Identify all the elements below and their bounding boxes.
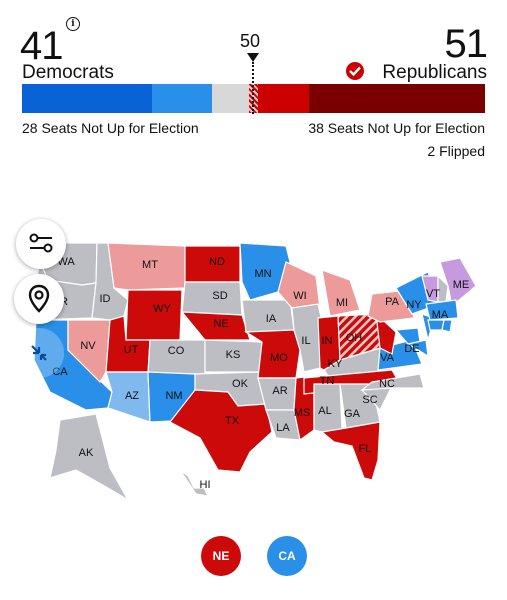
state-label-sd: SD [212, 290, 227, 302]
state-label-al: AL [318, 405, 331, 417]
state-label-hi: HI [200, 479, 211, 491]
state-label-de: DE [404, 343, 419, 355]
state-label-oh: OH [346, 332, 363, 344]
state-label-tn: TN [320, 375, 335, 387]
state-label-ky: KY [328, 358, 343, 370]
state-label-mi: MI [336, 297, 348, 309]
rep-count: 51 [444, 22, 488, 66]
state-tx[interactable] [169, 389, 273, 473]
state-label-wa: WA [57, 256, 75, 268]
us-senate-map: WA R CA NV ID MT WY UT CO AZ NM ND SD NE KS OK TX MN IA MO A… [31, 242, 477, 502]
state-label-me: ME [453, 279, 470, 291]
location-pin-icon [28, 284, 50, 313]
filter-icon [29, 233, 53, 253]
collapse-button[interactable] [14, 328, 64, 378]
state-ak[interactable] [49, 413, 130, 502]
state-nv[interactable] [67, 319, 111, 383]
dem-not-up-label: 28 Seats Not Up for Election [22, 120, 199, 136]
state-label-pa: PA [385, 296, 400, 308]
state-label-ma: MA [432, 309, 449, 321]
state-label-co: CO [168, 345, 185, 357]
state-ct[interactable] [427, 319, 445, 331]
state-label-nv: NV [80, 340, 96, 352]
state-label-or: R [60, 296, 68, 308]
majority-arrow-icon [247, 53, 259, 62]
state-nc[interactable] [360, 373, 425, 391]
state-label-mo: MO [270, 352, 288, 364]
state-label-ms: MS [294, 407, 311, 419]
state-label-ak: AK [79, 447, 94, 459]
state-label-nd: ND [209, 256, 225, 268]
state-label-vt: VT [426, 288, 440, 300]
state-label-ar: AR [272, 385, 287, 397]
collapse-arrows-icon [31, 345, 47, 361]
state-me[interactable] [439, 257, 477, 308]
state-label-ks: KS [226, 349, 241, 361]
seat-bar [22, 84, 486, 113]
state-de[interactable] [406, 339, 429, 358]
state-il[interactable] [291, 303, 325, 373]
majority-line [252, 62, 254, 114]
state-label-mt: MT [142, 259, 158, 271]
seat-bar-rep-won [258, 84, 310, 113]
state-hi[interactable] [179, 469, 210, 497]
filter-button[interactable] [16, 219, 66, 269]
rep-label: Republicans [382, 62, 487, 83]
state-label-az: AZ [125, 390, 139, 402]
state-label-in: IN [322, 335, 333, 347]
state-label-il: IL [301, 335, 310, 347]
location-button[interactable] [14, 274, 64, 324]
state-label-nm: NM [165, 390, 182, 402]
state-label-wi: WI [293, 290, 306, 302]
state-fl[interactable] [320, 421, 381, 481]
majority-label: 50 [240, 31, 261, 51]
flipped-label: 2 Flipped [427, 143, 485, 159]
seat-bar-dem-not-up [22, 84, 152, 113]
state-ne[interactable] [180, 311, 251, 341]
rep-not-up-label: 38 Seats Not Up for Election [308, 120, 485, 136]
state-label-ut: UT [124, 344, 139, 356]
state-label-sc: SC [362, 394, 377, 406]
state-wv[interactable] [375, 312, 397, 355]
state-label-la: LA [276, 422, 290, 434]
state-mi[interactable] [321, 269, 361, 317]
seat-bar-rep-not-up [309, 84, 486, 113]
seat-bar-undecided [211, 84, 249, 113]
dem-count: 41 [20, 24, 63, 68]
race-pill-ca[interactable]: CA [267, 536, 307, 576]
state-label-nc: NC [379, 378, 395, 390]
state-label-fl: FL [359, 443, 372, 455]
winner-check-icon [346, 62, 364, 80]
state-wy[interactable] [125, 289, 183, 341]
state-label-ga: GA [344, 408, 361, 420]
state-az[interactable] [105, 371, 151, 423]
info-icon[interactable]: i [66, 17, 80, 31]
seat-bar-dem-won [151, 84, 212, 113]
state-label-tx: TX [225, 415, 240, 427]
state-label-ok: OK [232, 378, 249, 390]
state-ri[interactable] [441, 319, 453, 333]
race-pill-ne[interactable]: NE [201, 536, 241, 576]
state-label-ia: IA [266, 313, 277, 325]
state-label-wy: WY [153, 303, 171, 315]
state-label-mn: MN [254, 268, 271, 280]
state-ma[interactable] [425, 299, 459, 321]
state-label-va: VA [380, 352, 395, 364]
state-label-ne: NE [213, 318, 228, 330]
state-mt[interactable] [107, 242, 186, 291]
dem-label: Democrats [22, 62, 114, 83]
state-label-id: ID [100, 293, 111, 305]
state-label-ca: CA [52, 366, 68, 378]
state-label-ny: NY [406, 299, 422, 311]
